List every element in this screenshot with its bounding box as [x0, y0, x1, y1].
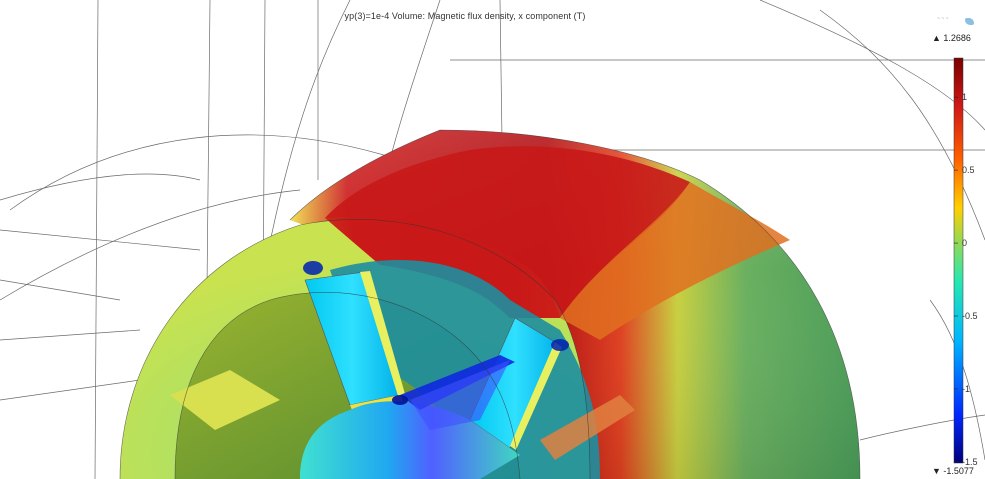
colorbar-tick-label: -1: [962, 383, 971, 394]
colorbar-ticks: [954, 96, 958, 463]
logo-icon: [965, 18, 974, 25]
logo-text: ~ ~ ~: [937, 16, 949, 22]
plot-title: yp(3)=1e-4 Volume: Magnetic flux density…: [344, 11, 586, 21]
colorbar-tick-label: -1.5: [962, 456, 978, 467]
stator-spoke: [170, 370, 280, 430]
colorbar-gradient: [953, 57, 964, 464]
colorbar-tick-label: 1: [962, 92, 968, 103]
colorbar-min-label: ▼ -1.5077: [932, 466, 974, 476]
colorbar-tick-label: -0.5: [962, 310, 978, 321]
colorbar-tick-label: 0.5: [962, 165, 975, 176]
colorbar-max-label: ▲ 1.2686: [932, 33, 971, 43]
colorbar-tick-label: 0: [962, 238, 968, 249]
